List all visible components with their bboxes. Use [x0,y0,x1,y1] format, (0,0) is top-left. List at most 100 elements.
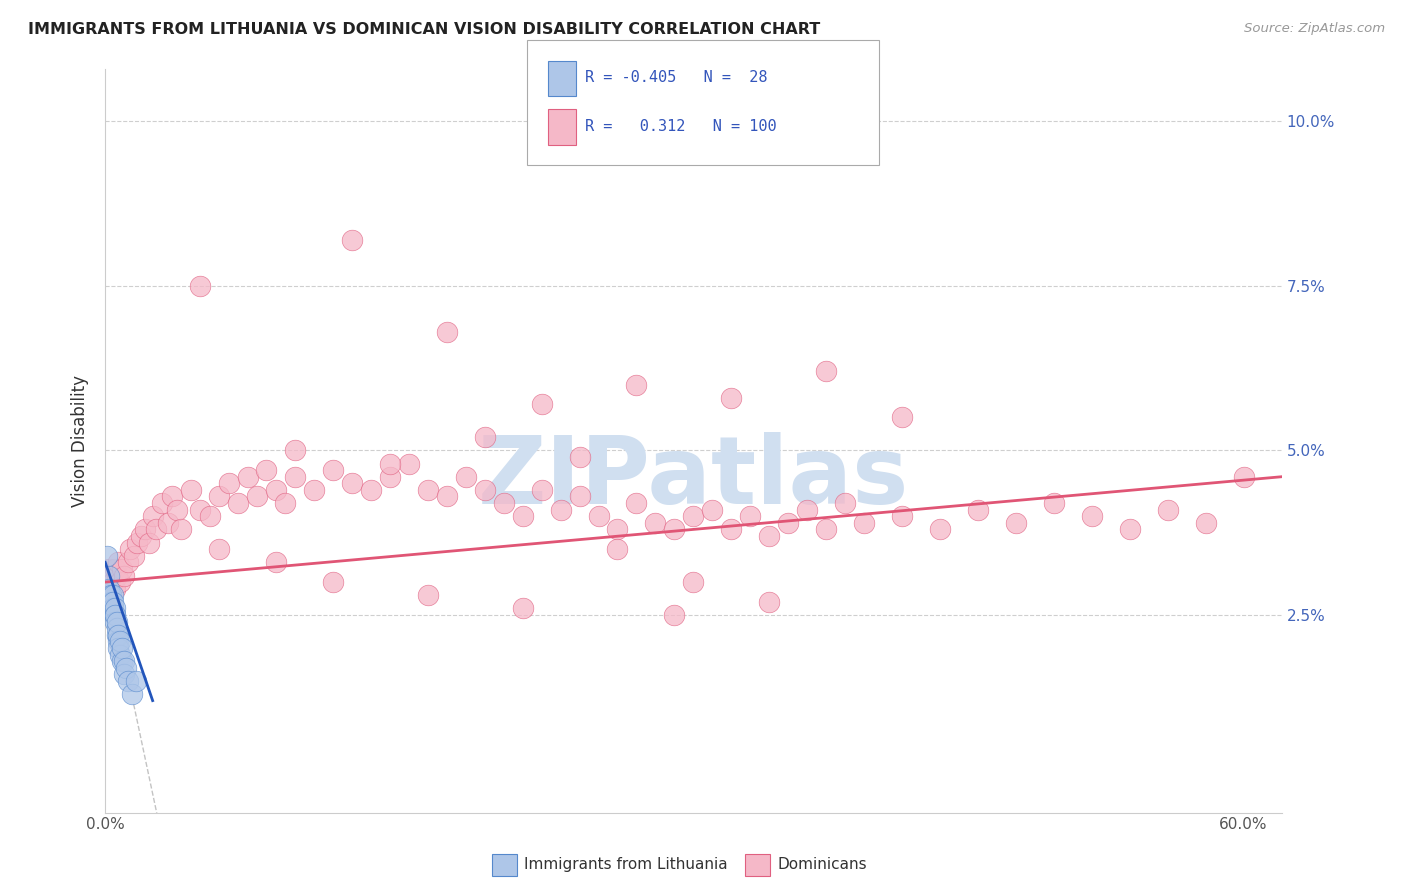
Point [644,516,666,530]
Point [740,509,762,524]
Point [121,687,143,701]
Point [100,595,122,609]
Y-axis label: Vision Disability: Vision Disability [72,375,89,507]
Point [134,523,156,537]
Point [138,535,160,549]
Point [112,568,135,582]
Point [682,575,704,590]
Point [236,469,259,483]
Point [474,430,496,444]
Point [104,607,127,622]
Point [1043,496,1066,510]
Point [127,535,149,549]
Point [550,502,572,516]
Point [107,640,129,655]
Point [512,601,534,615]
Point [606,542,628,557]
Point [188,502,211,516]
Point [105,621,128,635]
Point [378,457,401,471]
Point [264,483,287,497]
Point [378,469,401,483]
Point [398,457,420,471]
Point [758,529,780,543]
Point [284,443,307,458]
Point [104,601,127,615]
Text: IMMIGRANTS FROM LITHUANIA VS DOMINICAN VISION DISABILITY CORRELATION CHART: IMMIGRANTS FROM LITHUANIA VS DOMINICAN V… [28,22,820,37]
Point [256,463,278,477]
Point [284,469,307,483]
Point [530,397,553,411]
Point [101,595,124,609]
Point [682,509,704,524]
Point [218,476,240,491]
Point [340,233,363,247]
Point [702,502,724,516]
Point [512,509,534,524]
Point [274,496,297,510]
Point [322,575,344,590]
Point [929,523,952,537]
Point [568,450,591,464]
Point [110,648,132,662]
Point [101,575,124,590]
Point [101,601,124,615]
Point [105,568,128,582]
Point [112,667,135,681]
Point [720,391,742,405]
Point [302,483,325,497]
Point [626,377,648,392]
Point [436,490,458,504]
Point [1119,523,1142,537]
Point [124,673,146,688]
Point [101,588,124,602]
Point [492,496,515,510]
Point [100,595,122,609]
Point [1157,502,1180,516]
Point [129,529,152,543]
Point [208,542,231,557]
Point [664,523,686,537]
Point [796,502,818,516]
Point [246,490,269,504]
Point [156,516,179,530]
Point [160,490,183,504]
Point [98,588,121,602]
Point [264,555,287,569]
Point [111,654,134,668]
Point [98,562,121,576]
Point [104,607,127,622]
Point [530,483,553,497]
Text: Immigrants from Lithuania: Immigrants from Lithuania [524,857,728,871]
Point [107,634,129,648]
Point [145,523,167,537]
Point [170,523,193,537]
Point [115,661,138,675]
Point [853,516,876,530]
Point [100,588,122,602]
Point [815,523,838,537]
Point [606,523,628,537]
Point [198,509,221,524]
Point [891,410,914,425]
Point [568,490,591,504]
Point [105,615,128,629]
Point [100,568,122,582]
Point [117,673,139,688]
Point [104,615,127,629]
Point [122,549,145,563]
Point [107,628,129,642]
Point [1005,516,1028,530]
Point [112,654,135,668]
Point [967,502,990,516]
Point [360,483,382,497]
Point [416,483,439,497]
Point [142,509,165,524]
Point [720,523,742,537]
Point [111,640,134,655]
Point [1081,509,1104,524]
Point [98,582,121,596]
Point [105,628,128,642]
Text: ZIPatlas: ZIPatlas [478,432,910,524]
Point [891,509,914,524]
